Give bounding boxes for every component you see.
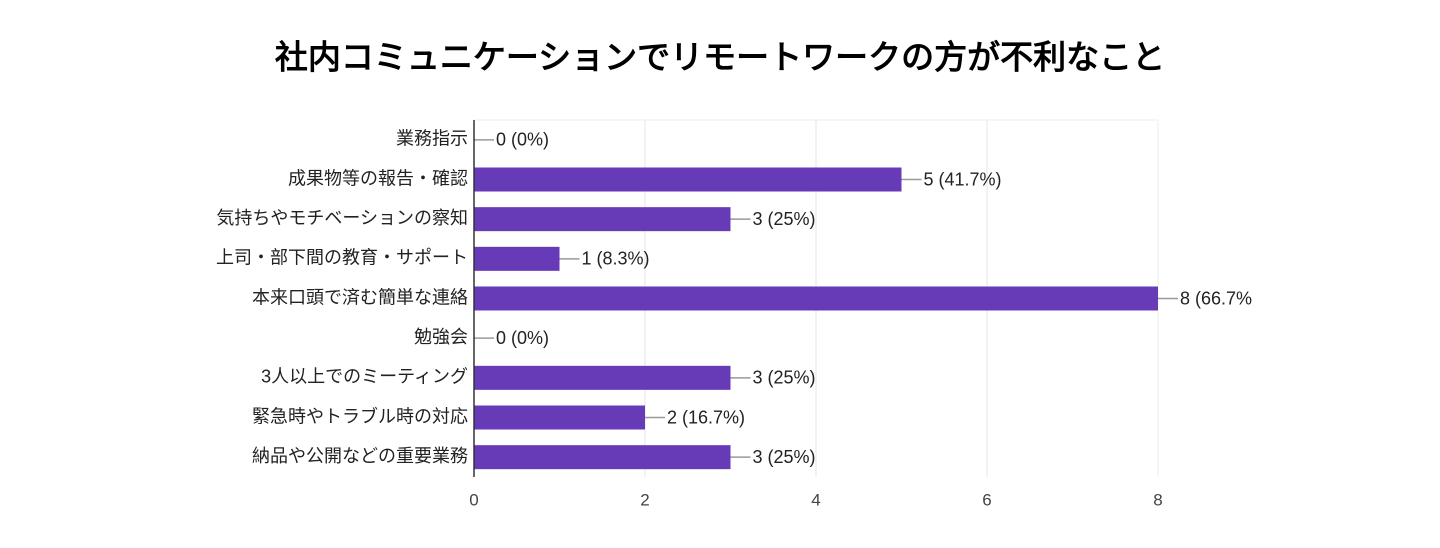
bar: [474, 246, 560, 271]
value-label: 2 (16.7%): [667, 407, 745, 427]
y-tick-label: 業務指示: [396, 129, 468, 149]
value-label: 5 (41.7%): [924, 169, 1002, 189]
y-tick-label: 納品や公開などの重要業務: [252, 446, 468, 466]
y-tick-label: 緊急時やトラブル時の対応: [252, 405, 468, 426]
bar: [474, 207, 731, 232]
value-label: 3 (25%): [753, 447, 816, 467]
x-tick-label: 2: [640, 490, 649, 509]
value-label: 0 (0%): [496, 130, 549, 150]
value-label: 1 (8.3%): [582, 249, 650, 269]
bar: [474, 405, 645, 430]
y-tick-label: 本来口頭で済む簡単な連絡: [252, 287, 468, 307]
value-label: 3 (25%): [753, 368, 816, 388]
bar: [474, 365, 731, 390]
chart-title: 社内コミュニケーションでリモートワークの方が不利なこと: [275, 39, 1165, 76]
x-tick-label: 6: [982, 490, 991, 509]
bar: [474, 286, 1158, 311]
x-tick-label: 8: [1153, 490, 1162, 509]
y-tick-label: 勉強会: [414, 327, 468, 347]
y-tick-label: 成果物等の報告・確認: [288, 168, 468, 188]
y-tick-label: 上司・部下間の教育・サポート: [216, 248, 468, 268]
y-tick-label: 3人以上でのミーティング: [261, 367, 468, 387]
value-label: 0 (0%): [496, 328, 549, 348]
value-label: 3 (25%): [753, 209, 816, 229]
y-tick-label: 気持ちやモチベーションの察知: [216, 208, 468, 228]
x-tick-label: 0: [469, 490, 478, 509]
bar: [474, 445, 731, 470]
value-label: 8 (66.7%: [1180, 288, 1252, 308]
bar: [474, 167, 902, 192]
x-tick-label: 4: [811, 490, 820, 509]
